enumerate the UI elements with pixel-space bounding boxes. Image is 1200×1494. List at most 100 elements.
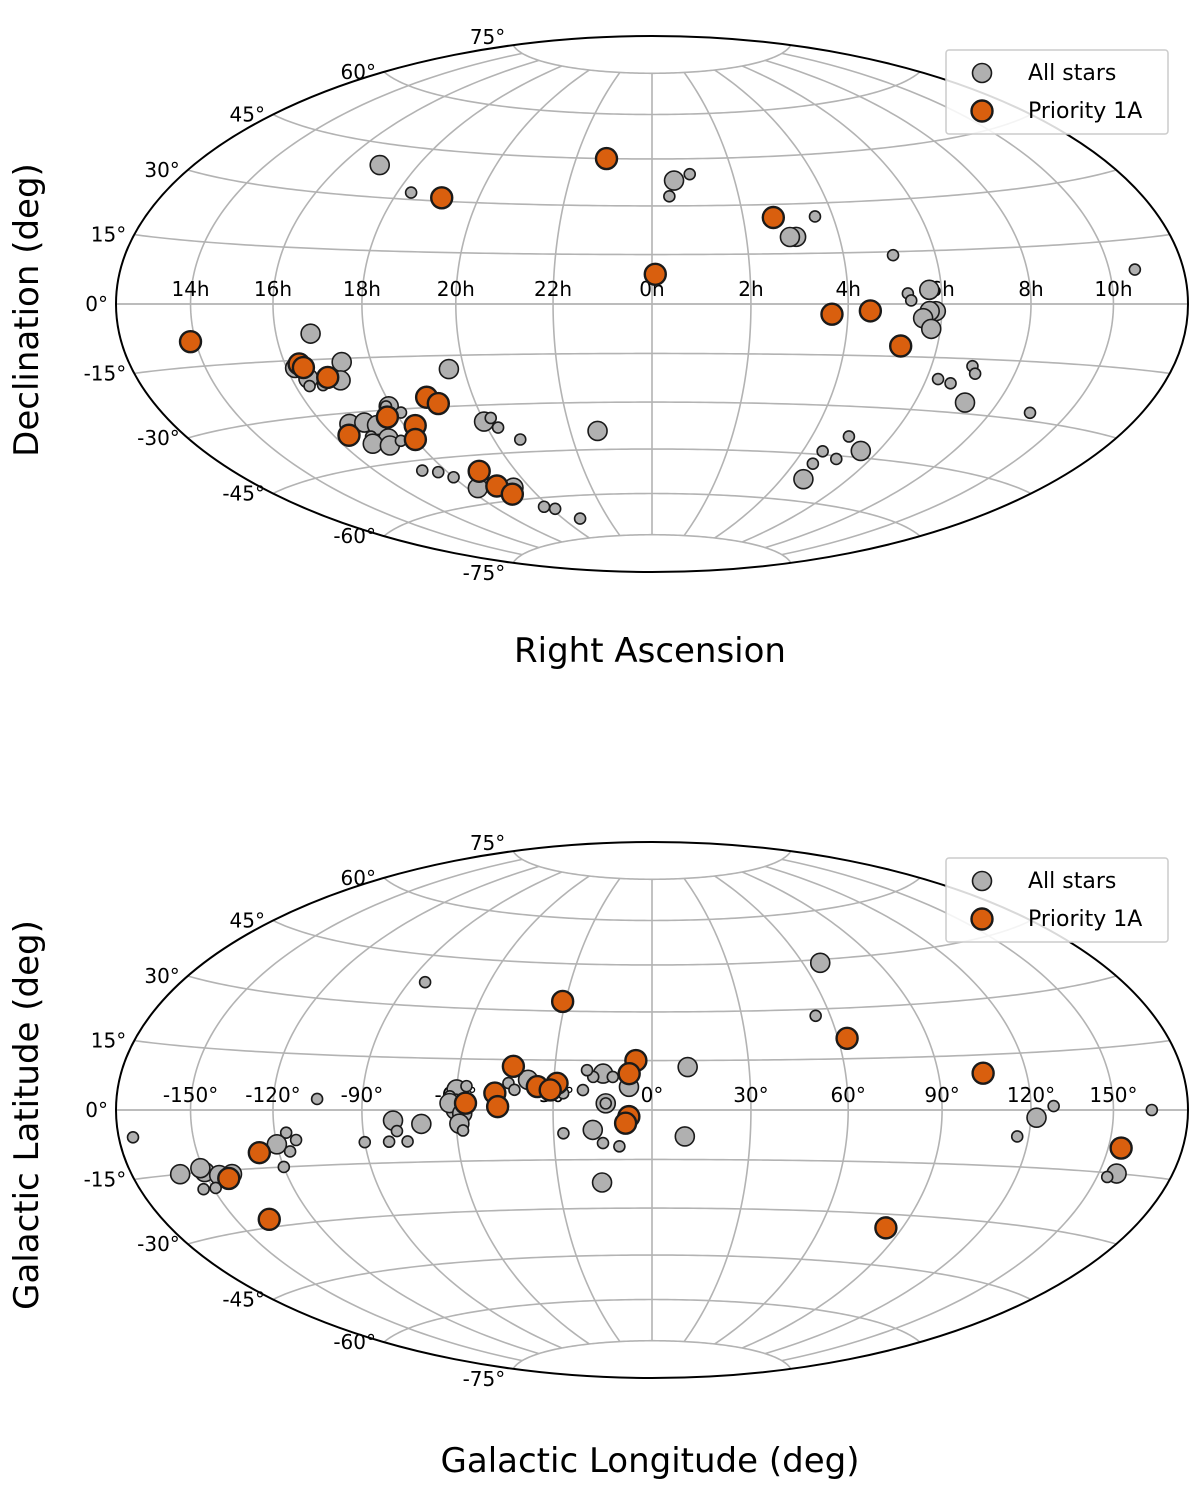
star-point (591, 1172, 613, 1193)
priority-point (500, 482, 525, 506)
star-point (418, 975, 432, 989)
star-point (920, 318, 942, 340)
x-tick-label: 150° (1089, 1083, 1137, 1107)
star-point (904, 294, 918, 307)
sky-map-galactic: -150° -120° -90° -60° -30° 0° 30° 60° 90° 120° 150… (7, 831, 1189, 1481)
priority-point (430, 186, 454, 210)
series-priority-1a (217, 989, 1133, 1240)
y-tick-label: 15° (91, 223, 126, 247)
star-point (369, 154, 391, 176)
star-point (283, 1145, 297, 1158)
star-point (508, 1083, 521, 1097)
y-tick-label: -15° (84, 361, 127, 385)
sky-map-equatorial: 14h 16h 18h 20h 22h 0h 2h 4h 6h 8h 10h75°60°45°30°… (7, 25, 1189, 671)
y-tick-label: 15° (91, 1029, 126, 1053)
star-point (809, 952, 831, 974)
star-point (358, 1135, 372, 1149)
x-tick-label: -120° (245, 1083, 300, 1107)
priority-point (178, 329, 203, 354)
y-tick-label: 60° (341, 60, 376, 84)
x-tick-label: 0° (641, 1083, 664, 1107)
legend-marker-priority-1a (970, 907, 994, 931)
legend-frame (945, 857, 1169, 943)
star-point (779, 226, 801, 248)
x-tick-label: 22h (534, 277, 572, 301)
star-point (968, 367, 982, 380)
star-point (806, 457, 820, 471)
star-point (1128, 263, 1142, 276)
x-tick-label: 16h (254, 277, 292, 301)
legend-frame (945, 49, 1169, 135)
star-point (944, 377, 957, 390)
star-point (850, 440, 872, 462)
priority-point (403, 427, 428, 452)
priority-point (761, 205, 786, 230)
x-tick-label: 20h (437, 277, 475, 301)
star-point (277, 1160, 291, 1174)
x-tick-label: 2h (738, 277, 763, 301)
star-point (1023, 406, 1037, 420)
star-point (279, 1126, 293, 1139)
x-tick-label: 30° (733, 1083, 768, 1107)
y-tick-label: 0° (85, 1098, 108, 1122)
star-point (613, 1140, 626, 1153)
priority-point (550, 989, 575, 1014)
star-point (663, 190, 676, 203)
legend-marker-all-stars (971, 62, 993, 84)
priority-point (501, 1054, 526, 1079)
star-point (1047, 1099, 1060, 1113)
star-point (404, 186, 418, 199)
legend-marker-priority-1a (970, 99, 994, 123)
star-point (576, 1083, 590, 1097)
priority-point (874, 1216, 898, 1240)
x-tick-label: 8h (1018, 277, 1043, 301)
star-point (126, 1131, 140, 1144)
star-point (362, 433, 384, 455)
star-point (197, 1182, 210, 1196)
star-point (931, 372, 945, 386)
y-tick-label: -15° (84, 1167, 127, 1191)
legend-label-all-stars: All stars (1028, 61, 1116, 86)
x-tick-label: 18h (343, 277, 381, 301)
star-point (596, 1136, 610, 1150)
y-tick-label: 45° (230, 908, 265, 932)
x-tick-label: 10h (1094, 277, 1132, 301)
y-tick-label: -75° (463, 561, 506, 585)
priority-point (485, 1094, 510, 1119)
star-point (1145, 1103, 1159, 1117)
star-point (580, 1063, 594, 1077)
series-all-stars (126, 952, 1159, 1196)
legend: All stars Priority 1A (945, 857, 1169, 943)
plot-boundary (115, 35, 1189, 573)
star-point (1100, 1170, 1114, 1184)
star-point (456, 1124, 470, 1137)
star-point (816, 445, 829, 458)
star-point (484, 411, 498, 425)
star-point (954, 392, 976, 413)
series-all-stars (284, 154, 1142, 525)
star-point (438, 358, 460, 380)
priority-point (971, 1061, 995, 1085)
star-point (793, 468, 814, 490)
priority-point (375, 405, 400, 429)
star-point (599, 1097, 613, 1110)
priority-point (643, 262, 667, 286)
y-axis-title: Declination (deg) (7, 163, 47, 457)
star-point (401, 1135, 414, 1148)
priority-point (538, 1078, 562, 1102)
priority-point (247, 1140, 272, 1165)
priority-point (453, 1091, 478, 1115)
x-axis-title: Right Ascension (514, 631, 786, 671)
y-tick-label: 75° (470, 831, 505, 855)
y-tick-label: 75° (470, 25, 505, 49)
x-tick-label: 90° (924, 1083, 959, 1107)
x-tick-label: -90° (341, 1083, 384, 1107)
y-tick-label: -30° (137, 426, 180, 450)
y-tick-label: -60° (333, 524, 376, 548)
x-tick-label: 14h (171, 277, 209, 301)
priority-point (337, 423, 361, 447)
star-point (537, 500, 551, 514)
y-tick-label: 45° (230, 102, 265, 126)
star-point (460, 1079, 473, 1093)
